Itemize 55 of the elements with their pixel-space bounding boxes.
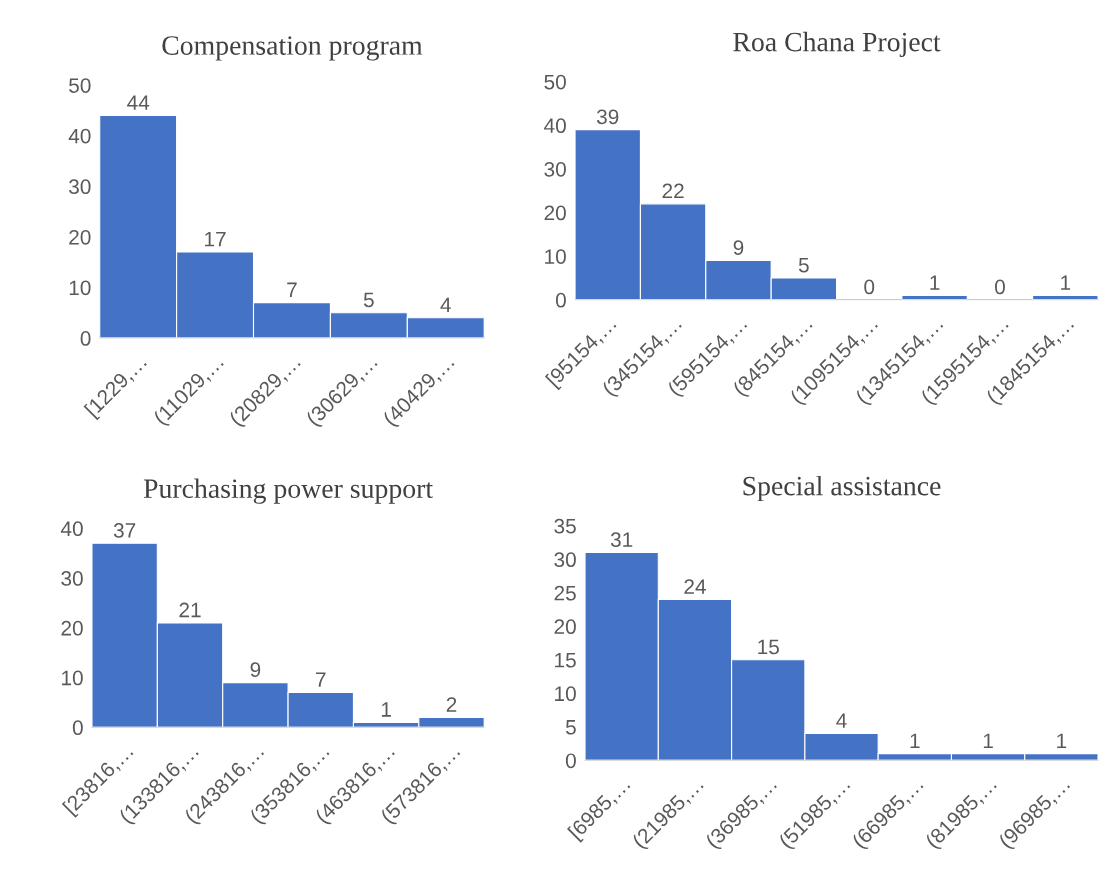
y-tick-label: 10	[69, 280, 91, 296]
y-tick-label: 30	[554, 552, 576, 568]
y-tick-label: 10	[555, 686, 576, 702]
y-tick-label: 40	[544, 118, 566, 134]
data-label: 1	[1061, 275, 1071, 290]
data-label: 0	[864, 279, 875, 295]
data-label: 2	[446, 697, 457, 712]
y-tick-label: 30	[61, 571, 83, 586]
data-label: 4	[836, 713, 847, 728]
y-tick-label: 25	[554, 585, 576, 601]
y-tick-label: 50	[69, 78, 91, 93]
y-tick-label: 0	[565, 753, 576, 769]
chart-title: Compensation program	[162, 36, 423, 61]
data-label: 7	[287, 282, 297, 297]
data-label: 4	[440, 297, 451, 313]
data-label: 22	[662, 183, 684, 199]
data-label: 5	[363, 292, 374, 308]
data-label: 24	[684, 579, 706, 594]
y-tick-label: 0	[555, 292, 566, 308]
y-tick-label: 20	[69, 229, 91, 245]
data-label: 7	[316, 672, 326, 687]
chart-title: Special assistance	[743, 475, 941, 502]
y-tick-label: 50	[544, 74, 566, 90]
y-tick-label: 30	[69, 179, 91, 195]
y-tick-label: 20	[61, 620, 83, 636]
y-tick-label: 10	[545, 249, 566, 264]
chart-title: Roa Chana Project	[733, 31, 941, 58]
data-label: 9	[250, 662, 261, 678]
data-label: 1	[930, 275, 940, 290]
data-label: 5	[798, 257, 809, 273]
data-label: 44	[127, 95, 150, 110]
y-tick-label: 40	[68, 128, 91, 144]
data-label: 1	[983, 733, 993, 748]
data-label: 39	[596, 109, 619, 125]
chart-title: Purchasing power support	[143, 478, 433, 504]
y-tick-label: 5	[565, 720, 576, 735]
y-tick-label: 20	[554, 619, 576, 635]
data-label: 37	[113, 523, 136, 538]
data-label: 1	[1057, 733, 1067, 748]
data-label: 21	[179, 602, 201, 618]
data-label: 1	[381, 702, 391, 717]
y-tick-label: 35	[554, 518, 576, 534]
data-label: 0	[994, 279, 1005, 295]
data-label: 15	[758, 639, 779, 655]
data-label: 17	[205, 232, 226, 247]
data-label: 1	[910, 733, 920, 748]
y-tick-label: 40	[60, 521, 83, 537]
y-tick-label: 0	[80, 331, 91, 346]
y-tick-label: 0	[72, 720, 83, 736]
y-tick-label: 20	[544, 205, 566, 221]
y-tick-label: 10	[62, 670, 83, 686]
y-tick-label: 15	[555, 653, 576, 668]
y-tick-label: 30	[544, 161, 566, 177]
data-label: 31	[610, 532, 633, 548]
data-label: 9	[733, 240, 744, 256]
